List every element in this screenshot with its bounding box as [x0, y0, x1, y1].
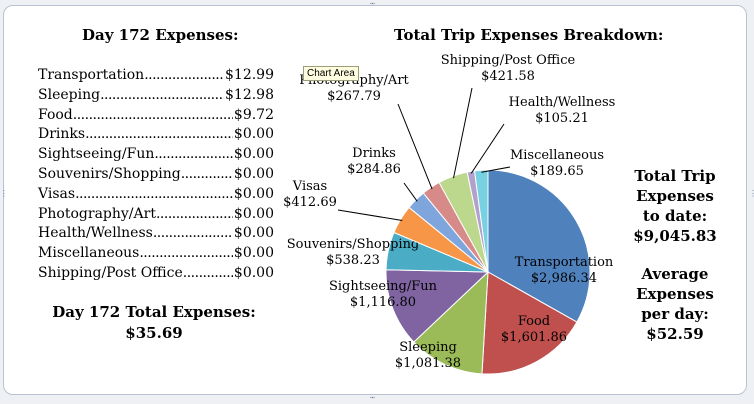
data-label: Sightseeing/Fun $1,116.80 — [329, 279, 438, 310]
day-total-label: Day 172 Total Expenses: — [52, 303, 256, 321]
data-label: Transportation $2,986.34 — [515, 255, 614, 286]
expense-row: Transportation$12.99 — [38, 66, 274, 86]
trip-total-summary: Total Trip Expenses to date: $9,045.83 — [620, 166, 730, 246]
expense-row: Sightseeing/Fun$0.00 — [38, 145, 274, 165]
expense-row: Souvenirs/Shopping$0.00 — [38, 165, 274, 185]
expense-row: Drinks$0.00 — [38, 125, 274, 145]
resize-handle-left[interactable]: ⋮ — [0, 189, 8, 198]
leader-line — [481, 166, 511, 173]
pie-slice-sightseeing-fun[interactable] — [385, 269, 490, 343]
leader-line — [470, 123, 505, 174]
trip-total-value: $9,045.83 — [633, 227, 717, 245]
data-label: Food $1,601.86 — [501, 314, 567, 345]
expense-row: Sleeping$12.98 — [38, 86, 274, 106]
leader-line — [453, 87, 473, 179]
data-label: Drinks $284.86 — [347, 146, 401, 177]
expense-row: Visas$0.00 — [38, 185, 274, 205]
expense-row: Food$9.72 — [38, 106, 274, 126]
chart-title: Total Trip Expenses Breakdown: — [394, 26, 664, 44]
data-label: Souvenirs/Shopping $538.23 — [287, 237, 420, 268]
data-label: Visas $412.69 — [283, 179, 337, 210]
expense-row: Health/Wellness$0.00 — [38, 224, 274, 244]
average-value: $52.59 — [646, 325, 704, 343]
resize-handle-right[interactable]: ⋮ — [749, 189, 754, 198]
data-label: Shipping/Post Office $421.58 — [441, 53, 576, 84]
pie-slice-sleeping[interactable] — [413, 270, 489, 375]
chart-area-tooltip: Chart Area — [303, 66, 359, 81]
day-expense-list: Transportation$12.99 Sleeping$12.98 Food… — [38, 66, 274, 284]
leader-line — [337, 209, 403, 221]
pie-slice-food[interactable] — [481, 271, 578, 375]
data-label: Miscellaneous $189.65 — [510, 148, 604, 179]
day-total-value: $35.69 — [125, 324, 183, 342]
leader-line — [397, 103, 433, 190]
pie-slice-miscellaneous[interactable] — [473, 169, 489, 273]
data-label: Sleeping $1,081.38 — [395, 340, 461, 371]
expense-row: Shipping/Post Office$0.00 — [38, 264, 274, 284]
expense-row: Photography/Art$0.00 — [38, 205, 274, 225]
data-label: Health/Wellness $105.21 — [509, 95, 616, 126]
average-per-day-summary: Average Expenses per day: $52.59 — [620, 264, 730, 344]
leader-line — [403, 182, 418, 202]
expense-row: Miscellaneous$0.00 — [38, 244, 274, 264]
day-total: Day 172 Total Expenses: $35.69 — [38, 302, 270, 344]
resize-handle-top[interactable]: ⋯ — [370, 0, 375, 8]
resize-handle-bottom[interactable]: ⋯ — [370, 393, 375, 402]
day-expenses-title: Day 172 Expenses: — [82, 26, 239, 44]
pie-slice-transportation[interactable] — [487, 169, 591, 323]
